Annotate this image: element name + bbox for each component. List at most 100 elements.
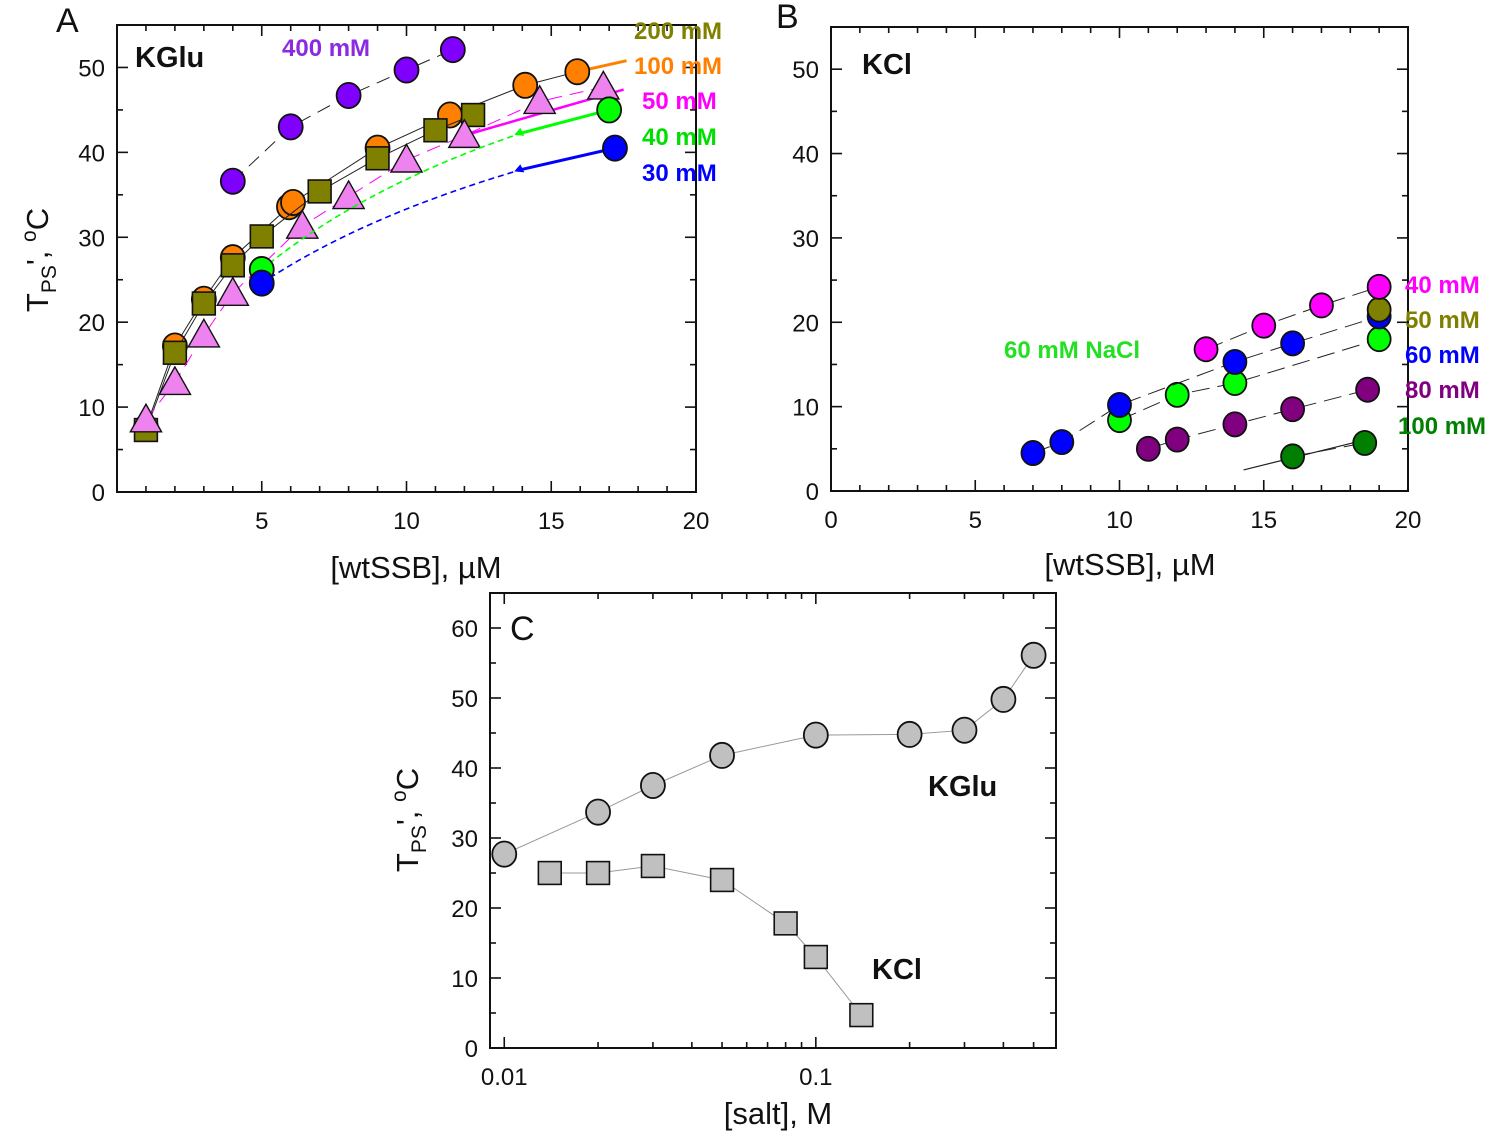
series-400-mM: 400 mM: [219, 35, 466, 195]
panel-label: A: [56, 2, 79, 40]
data-point: [802, 721, 829, 749]
data-point: [849, 1002, 874, 1028]
series-line: [145, 114, 474, 431]
data-point: [602, 134, 628, 162]
ylabel-main: T: [390, 853, 425, 872]
x-tick-label: 20: [1395, 507, 1422, 534]
data-point: [129, 402, 163, 433]
data-point: [460, 102, 486, 128]
y-tick-label: 10: [78, 395, 105, 422]
data-point: [491, 840, 518, 868]
data-point: [1020, 641, 1047, 669]
data-point: [277, 113, 304, 141]
ylabel-subscript: PS: [408, 825, 431, 853]
series-label: 80 mM: [1405, 377, 1480, 404]
series-50-mM: 50 mM: [1366, 296, 1480, 334]
data-point: [709, 867, 735, 893]
data-point: [1193, 336, 1219, 363]
data-point: [1352, 429, 1378, 456]
y-tick-label: 40: [451, 756, 478, 783]
data-point: [220, 253, 245, 278]
data-point: [249, 224, 274, 249]
data-point: [216, 276, 250, 307]
y-tick-label: 10: [451, 966, 478, 993]
series-line: [232, 49, 454, 182]
x-axis-label: [salt], M: [724, 1096, 833, 1131]
y-axis-label: TPS', oC: [18, 208, 61, 312]
data-point: [537, 860, 562, 886]
data-point: [951, 716, 978, 744]
y-tick-label: 20: [451, 896, 478, 923]
data-point: [219, 167, 246, 195]
y-tick-label: 50: [78, 55, 105, 82]
data-point: [1355, 376, 1381, 403]
fit-line: [1243, 437, 1374, 471]
panel-label: B: [776, 0, 799, 36]
series-line: [504, 655, 1035, 855]
x-axis-label: [wtSSB], µM: [330, 550, 501, 585]
data-point: [307, 179, 332, 204]
data-point: [447, 118, 482, 149]
data-point: [990, 685, 1017, 713]
series-KCl: KCl: [537, 853, 922, 1028]
ylabel-unit: C: [390, 768, 425, 790]
y-tick-label: 30: [792, 226, 819, 253]
series-label: 50 mM: [1405, 307, 1480, 334]
series-30-mM: 30 mM: [248, 134, 717, 297]
data-point: [158, 365, 192, 396]
series-line: [1119, 338, 1380, 421]
x-tick-label: 10: [1106, 507, 1133, 534]
x-tick-label: 20: [683, 508, 710, 535]
data-point: [1135, 435, 1161, 462]
series-line: [1032, 315, 1380, 454]
panel-annotation: KCl: [862, 49, 912, 81]
panel-annotation: KGlu: [135, 42, 204, 74]
panel-label: C: [510, 610, 535, 648]
data-point: [773, 911, 798, 936]
data-point: [1020, 440, 1046, 467]
series-label: 60 mM NaCl: [1004, 337, 1140, 364]
series-label: 50 mM: [642, 88, 717, 115]
arrow-icon: [514, 164, 525, 173]
series-label: KCl: [872, 954, 922, 986]
series-line: [145, 71, 578, 428]
series-80-mM: 80 mM: [1135, 376, 1480, 462]
data-point: [585, 798, 611, 826]
data-point: [248, 269, 275, 297]
y-tick-label: 40: [792, 142, 819, 169]
data-point: [512, 71, 539, 99]
ylabel-degree: o: [388, 790, 411, 802]
series-label: KGlu: [928, 771, 997, 803]
y-tick-label: 30: [78, 225, 105, 252]
fit-curve: [261, 132, 523, 271]
y-tick-label: 0: [92, 480, 105, 507]
data-point: [389, 142, 424, 173]
x-tick-label: 0: [824, 507, 837, 534]
ylabel-unit: C: [20, 208, 55, 230]
y-tick-label: 0: [806, 479, 819, 506]
series-label: 40 mM: [642, 124, 717, 151]
data-point: [1366, 273, 1392, 300]
series-label: 100 mM: [1398, 413, 1486, 440]
data-point: [423, 118, 448, 143]
series-KGlu: KGlu: [491, 641, 1047, 868]
data-point: [1049, 429, 1075, 456]
series-label: 200 mM: [634, 18, 722, 45]
data-point: [586, 69, 621, 100]
y-tick-label: 10: [792, 395, 819, 422]
series-label: 30 mM: [642, 160, 717, 187]
fit-line: [521, 146, 616, 171]
series-label: 60 mM: [1405, 342, 1480, 369]
data-point: [439, 36, 466, 64]
data-point: [331, 179, 366, 210]
ylabel-sep: ',: [390, 802, 425, 825]
data-point: [1107, 391, 1132, 418]
ylabel-degree: o: [18, 230, 41, 242]
data-point: [1280, 330, 1305, 357]
y-tick-label: 50: [792, 57, 819, 84]
data-point: [564, 58, 591, 86]
fit-curve: [261, 168, 523, 284]
series-200-mM: 200 mM: [133, 18, 722, 443]
data-point: [1164, 426, 1190, 453]
